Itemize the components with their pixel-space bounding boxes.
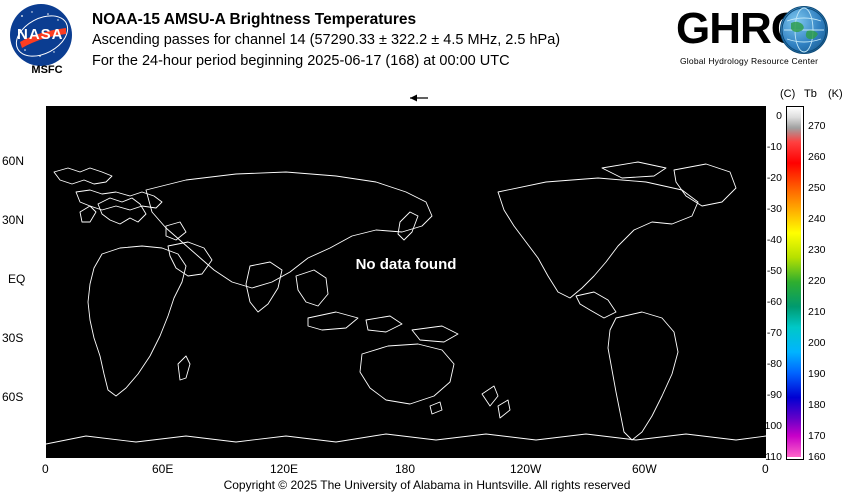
x-tick-180: 180: [395, 462, 416, 476]
coastlines: [46, 161, 766, 445]
start-arrow-icon: [410, 94, 428, 102]
cb-c-m90: -90: [766, 389, 782, 401]
no-data-message: No data found: [355, 256, 457, 273]
copyright-text: Copyright © 2025 The University of Alaba…: [223, 478, 631, 492]
nasa-center-label: MSFC: [31, 64, 63, 76]
cb-c-m10: -10: [766, 141, 782, 153]
cb-c-m100: -100: [760, 420, 782, 432]
title-block: NOAA-15 AMSU-A Brightness Temperatures A…: [92, 10, 560, 72]
cb-k-190: 190: [808, 368, 826, 380]
cb-c-m70: -70: [766, 327, 782, 339]
cb-c-m60: -60: [766, 296, 782, 308]
colorbar-header-kelvin: (K): [828, 88, 843, 100]
cb-k-270: 270: [808, 120, 826, 132]
cb-k-240: 240: [808, 213, 826, 225]
ghrc-logo: GHRC Global Hydrology Resource Center: [676, 4, 836, 70]
cb-k-260: 260: [808, 151, 826, 163]
y-tick-60S: 60S: [2, 390, 24, 404]
ghrc-subtitle: Global Hydrology Resource Center: [680, 56, 819, 66]
x-tick-360: 0: [762, 462, 769, 476]
cb-k-200: 200: [808, 337, 826, 349]
nasa-stars-icon: [20, 11, 66, 57]
page-subtitle-period: For the 24-hour period beginning 2025-06…: [92, 53, 510, 69]
globe-graphic: [781, 7, 827, 53]
colorbar-header-tb: Tb: [804, 88, 817, 100]
cb-k-180: 180: [808, 399, 826, 411]
nasa-meatball-icon: NASA: [10, 4, 72, 66]
x-tick-60E: 60E: [152, 462, 174, 476]
cb-c-m80: -80: [766, 358, 782, 370]
colorbar-gradient: [786, 106, 804, 460]
colorbar-panel: (C) Tb (K): [761, 88, 852, 463]
cb-c-m110: -110: [761, 451, 782, 463]
page-subtitle-channel: Ascending passes for channel 14 (57290.3…: [92, 32, 561, 48]
cb-k-210: 210: [808, 306, 826, 318]
colorbar-gradient-svg: [787, 107, 801, 457]
cb-k-170: 170: [808, 430, 826, 442]
y-tick-60N: 60N: [2, 154, 25, 168]
cb-k-250: 250: [808, 182, 826, 194]
y-tick-30S: 30S: [2, 331, 24, 345]
cb-c-0: 0: [776, 110, 782, 122]
cb-c-m50: -50: [766, 265, 782, 277]
y-tick-30N: 30N: [2, 213, 25, 227]
cb-k-220: 220: [808, 275, 826, 287]
x-tick-0: 0: [42, 462, 49, 476]
cb-c-m40: -40: [766, 234, 782, 246]
x-tick-120E: 120E: [270, 462, 299, 476]
page-title: NOAA-15 AMSU-A Brightness Temperatures: [92, 11, 417, 28]
globe-icon: [780, 6, 828, 54]
y-tick-EQ: EQ: [8, 272, 26, 286]
world-map[interactable]: No data found: [46, 106, 766, 458]
nasa-logo: NASA MSFC: [8, 4, 80, 76]
colorbar-header-celsius: (C): [780, 88, 796, 100]
map-panel[interactable]: No data found 60N 30N EQ 30S 60S 0 60E 1…: [2, 106, 769, 476]
cb-k-160: 160: [808, 451, 826, 463]
x-tick-60W: 60W: [632, 462, 657, 476]
cb-k-230: 230: [808, 244, 826, 256]
cb-c-m20: -20: [766, 172, 782, 184]
nasa-wordmark: NASA: [17, 26, 64, 43]
x-tick-120W: 120W: [510, 462, 542, 476]
cb-c-m30: -30: [766, 203, 782, 215]
